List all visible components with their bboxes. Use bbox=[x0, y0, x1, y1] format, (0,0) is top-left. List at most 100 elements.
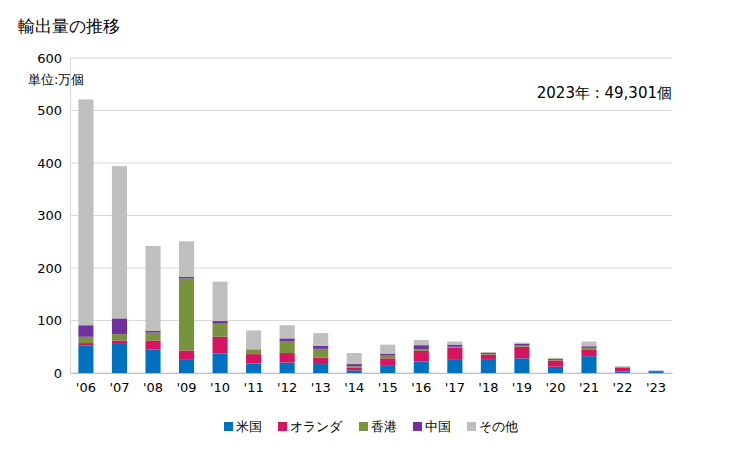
bar bbox=[246, 350, 261, 354]
bar bbox=[145, 340, 160, 349]
tick: '09 bbox=[176, 373, 196, 395]
legend-label: オランダ bbox=[290, 419, 343, 434]
chart: 輸出量の推移単位:万個2023年 : 49,301個01002003004005… bbox=[0, 0, 729, 450]
grid bbox=[70, 58, 672, 373]
bar bbox=[414, 340, 429, 345]
legend-label: その他 bbox=[479, 419, 518, 434]
tick-label: '07 bbox=[109, 380, 129, 395]
bar bbox=[615, 368, 630, 372]
bar bbox=[615, 367, 630, 368]
bar bbox=[313, 346, 328, 349]
bar bbox=[447, 345, 462, 347]
legend-swatch bbox=[224, 422, 233, 431]
bar bbox=[78, 325, 93, 337]
bar bbox=[246, 330, 261, 349]
series bbox=[78, 343, 663, 373]
legend: 米国オランダ香港中国その他 bbox=[224, 419, 518, 434]
tick: '22 bbox=[612, 373, 632, 395]
bar bbox=[347, 353, 362, 364]
grid-line bbox=[70, 110, 672, 111]
grid-line bbox=[70, 215, 672, 216]
bar bbox=[548, 359, 563, 360]
bar bbox=[112, 343, 127, 373]
tick-label: '23 bbox=[646, 380, 666, 395]
tick-label: '06 bbox=[76, 380, 96, 395]
tick: '18 bbox=[478, 373, 498, 395]
tick-label: '12 bbox=[277, 380, 297, 395]
bar bbox=[313, 358, 328, 364]
bar bbox=[548, 359, 563, 361]
bar bbox=[447, 342, 462, 345]
tick: 400 bbox=[37, 156, 70, 171]
bar bbox=[112, 166, 127, 318]
legend-item: その他 bbox=[467, 419, 518, 434]
tick: '08 bbox=[143, 373, 163, 395]
bar bbox=[112, 340, 127, 343]
legend-swatch bbox=[278, 422, 287, 431]
tick: '23 bbox=[646, 373, 666, 395]
tick-label: '08 bbox=[143, 380, 163, 395]
bar bbox=[380, 365, 395, 373]
tick: '10 bbox=[210, 373, 230, 395]
tick-label: '13 bbox=[311, 380, 331, 395]
tick-label: '17 bbox=[445, 380, 465, 395]
bar bbox=[145, 333, 160, 341]
tick-label: 500 bbox=[37, 103, 62, 118]
bar bbox=[481, 353, 496, 354]
bar bbox=[514, 346, 529, 347]
bar bbox=[347, 366, 362, 368]
bar bbox=[414, 349, 429, 351]
bar bbox=[581, 342, 596, 347]
legend-swatch bbox=[467, 422, 476, 431]
bar bbox=[179, 350, 194, 359]
tick-label: 100 bbox=[37, 313, 62, 328]
bars bbox=[78, 99, 663, 373]
bar bbox=[280, 325, 295, 338]
bar bbox=[380, 345, 395, 354]
bar bbox=[179, 277, 194, 279]
bar bbox=[481, 360, 496, 373]
tick-label: 0 bbox=[54, 366, 62, 381]
tick-label: '21 bbox=[579, 380, 599, 395]
legend-item: オランダ bbox=[278, 419, 343, 434]
tick-label: '16 bbox=[411, 380, 431, 395]
legend-label: 米国 bbox=[236, 419, 262, 434]
tick-label: '10 bbox=[210, 380, 230, 395]
axis-title: 単位:万個 bbox=[28, 72, 84, 87]
y-axis: 0100200300400500600 bbox=[37, 51, 70, 381]
tick-label: '14 bbox=[344, 380, 364, 395]
legend-swatch bbox=[359, 422, 368, 431]
bar bbox=[213, 354, 228, 373]
tick: '17 bbox=[445, 373, 465, 395]
bar bbox=[380, 358, 395, 365]
axis-line bbox=[70, 59, 71, 374]
legend-swatch bbox=[413, 422, 422, 431]
bar bbox=[414, 345, 429, 349]
tick: 100 bbox=[37, 313, 70, 328]
tick: 200 bbox=[37, 261, 70, 276]
bar bbox=[380, 356, 395, 359]
bar bbox=[78, 343, 93, 346]
annotation: 2023年 : 49,301個 bbox=[537, 84, 672, 102]
bar bbox=[447, 348, 462, 360]
legend-label: 中国 bbox=[425, 419, 451, 434]
axis-line bbox=[71, 373, 673, 374]
bar bbox=[514, 343, 529, 344]
tick-label: '11 bbox=[244, 380, 264, 395]
series bbox=[78, 277, 663, 371]
bar bbox=[649, 371, 664, 373]
tick-label: '09 bbox=[176, 380, 196, 395]
tick: '12 bbox=[277, 373, 297, 395]
tick: '11 bbox=[244, 373, 264, 395]
grid-line bbox=[70, 163, 672, 164]
tick-label: 300 bbox=[37, 208, 62, 223]
bar bbox=[514, 358, 529, 373]
bar bbox=[246, 354, 261, 363]
tick: '21 bbox=[579, 373, 599, 395]
series bbox=[78, 99, 663, 370]
tick-label: '22 bbox=[612, 380, 632, 395]
tick: '20 bbox=[545, 373, 565, 395]
tick: 0 bbox=[54, 366, 70, 381]
bar bbox=[581, 356, 596, 373]
bar bbox=[380, 354, 395, 356]
